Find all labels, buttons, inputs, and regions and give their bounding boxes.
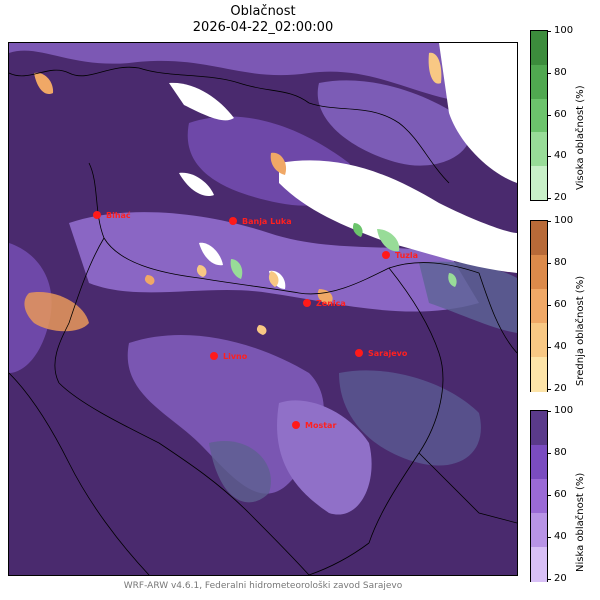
colorbar-tick-label: 60 [554, 108, 567, 120]
high-cloud-colorbar-label: Visoka oblačnost (%) [575, 85, 586, 190]
high-cloud-colorbar [530, 30, 548, 201]
colorbar-tick-label: 20 [554, 192, 567, 203]
cloud-overlap-region [209, 441, 271, 503]
medium-cloud-patch [428, 52, 442, 84]
city-label-banja-luka: Banja Luka [242, 217, 292, 226]
city-markers: Bihać Banja Luka Tuzla Zenica Sarajevo L… [93, 210, 418, 430]
medium-cloud-patch [144, 275, 155, 285]
colorbar-band [531, 132, 547, 167]
clear-sky-area [279, 160, 517, 273]
colorbar-tick-label: 60 [554, 299, 567, 310]
colorbar-band [531, 323, 547, 358]
low-cloud-region [277, 400, 372, 515]
high-cloud-patch [230, 259, 243, 279]
low-cloud-region [69, 212, 479, 312]
low-cloud-colorbar-label: Niska oblačnost (%) [575, 472, 586, 572]
high-cloud-patch [377, 229, 400, 252]
colorbar-tick-label: 80 [554, 257, 567, 268]
medium-cloud-colorbar-label: Srednja oblačnost (%) [575, 275, 586, 386]
colorbar-band [531, 221, 547, 256]
map-canvas: Bihać Banja Luka Tuzla Zenica Sarajevo L… [9, 43, 517, 575]
high-cloud-colorbar-ticks: 100 80 60 40 20 [548, 26, 578, 203]
city-label-tuzla: Tuzla [395, 251, 418, 260]
clear-sky-area [439, 43, 517, 183]
country-borders [9, 66, 517, 575]
city-marker-sarajevo [355, 349, 363, 357]
low-cloud-colorbar-ticks: 100 80 60 40 20 [548, 406, 578, 584]
city-label-mostar: Mostar [305, 421, 336, 430]
medium-cloud-patch [268, 271, 279, 287]
colorbar-band [531, 98, 547, 133]
cloud-overlap-region [419, 261, 517, 333]
low-cloud-region [127, 334, 324, 494]
colorbar-tick-label: 40 [554, 150, 567, 162]
colorbar-band [531, 411, 547, 446]
clear-sky-area [199, 242, 223, 266]
city-label-livno: Livno [223, 352, 248, 361]
colorbar-band [531, 547, 547, 582]
cloud-cover-map: Bihać Banja Luka Tuzla Zenica Sarajevo L… [8, 42, 518, 576]
city-label-sarajevo: Sarajevo [368, 349, 408, 358]
city-label-bihac: Bihać [106, 210, 131, 220]
colorbar-band [531, 255, 547, 290]
colorbar-tick-label: 40 [554, 341, 567, 352]
city-marker-banja-luka [229, 217, 237, 225]
city-marker-zenica [303, 299, 311, 307]
colorbar-band [531, 513, 547, 548]
cloud-overlap-region [339, 370, 481, 466]
colorbar-tick-label: 100 [554, 405, 574, 416]
colorbar-tick-label: 100 [554, 215, 574, 226]
medium-cloud-colorbar [530, 220, 548, 392]
colorbar-tick-label: 20 [554, 383, 567, 394]
colorbar-band [531, 357, 547, 392]
city-label-zenica: Zenica [316, 299, 346, 308]
colorbar-tick-label: 20 [554, 573, 567, 584]
medium-cloud-patch [34, 72, 54, 95]
medium-cloud-patch [256, 325, 267, 335]
colorbar-tick-label: 80 [554, 66, 567, 78]
model-credit: WRF-ARW v4.6.1, Federalni hidrometeorolo… [123, 581, 403, 591]
high-cloud-patch [352, 223, 363, 237]
colorbar-tick-label: 80 [554, 447, 567, 458]
colorbar-tick-label: 40 [554, 531, 567, 542]
city-marker-livno [210, 352, 218, 360]
medium-cloud-patch [270, 152, 287, 175]
colorbar-band [531, 479, 547, 514]
map-timestamp: 2026-04-22_02:00:00 [192, 20, 334, 35]
colorbar-band [531, 289, 547, 324]
city-marker-mostar [292, 421, 300, 429]
medium-cloud-patch [24, 292, 89, 332]
clear-sky-area [179, 172, 214, 197]
map-title: Oblačnost [230, 4, 296, 19]
colorbar-band [531, 31, 547, 66]
low-cloud-colorbar [530, 410, 548, 582]
city-marker-tuzla [382, 251, 390, 259]
medium-cloud-patch [196, 265, 207, 277]
low-cloud-region [9, 43, 517, 105]
colorbar-tick-label: 60 [554, 489, 567, 500]
clear-sky-area [169, 82, 234, 121]
colorbar-band [531, 445, 547, 480]
high-cloud-patch [448, 273, 457, 287]
colorbar-band [531, 166, 547, 201]
medium-cloud-colorbar-ticks: 100 80 60 40 20 [548, 216, 578, 394]
colorbar-tick-label: 100 [554, 25, 574, 36]
colorbar-band [531, 64, 547, 100]
city-marker-bihac [93, 211, 101, 219]
low-cloud-region [317, 80, 471, 166]
